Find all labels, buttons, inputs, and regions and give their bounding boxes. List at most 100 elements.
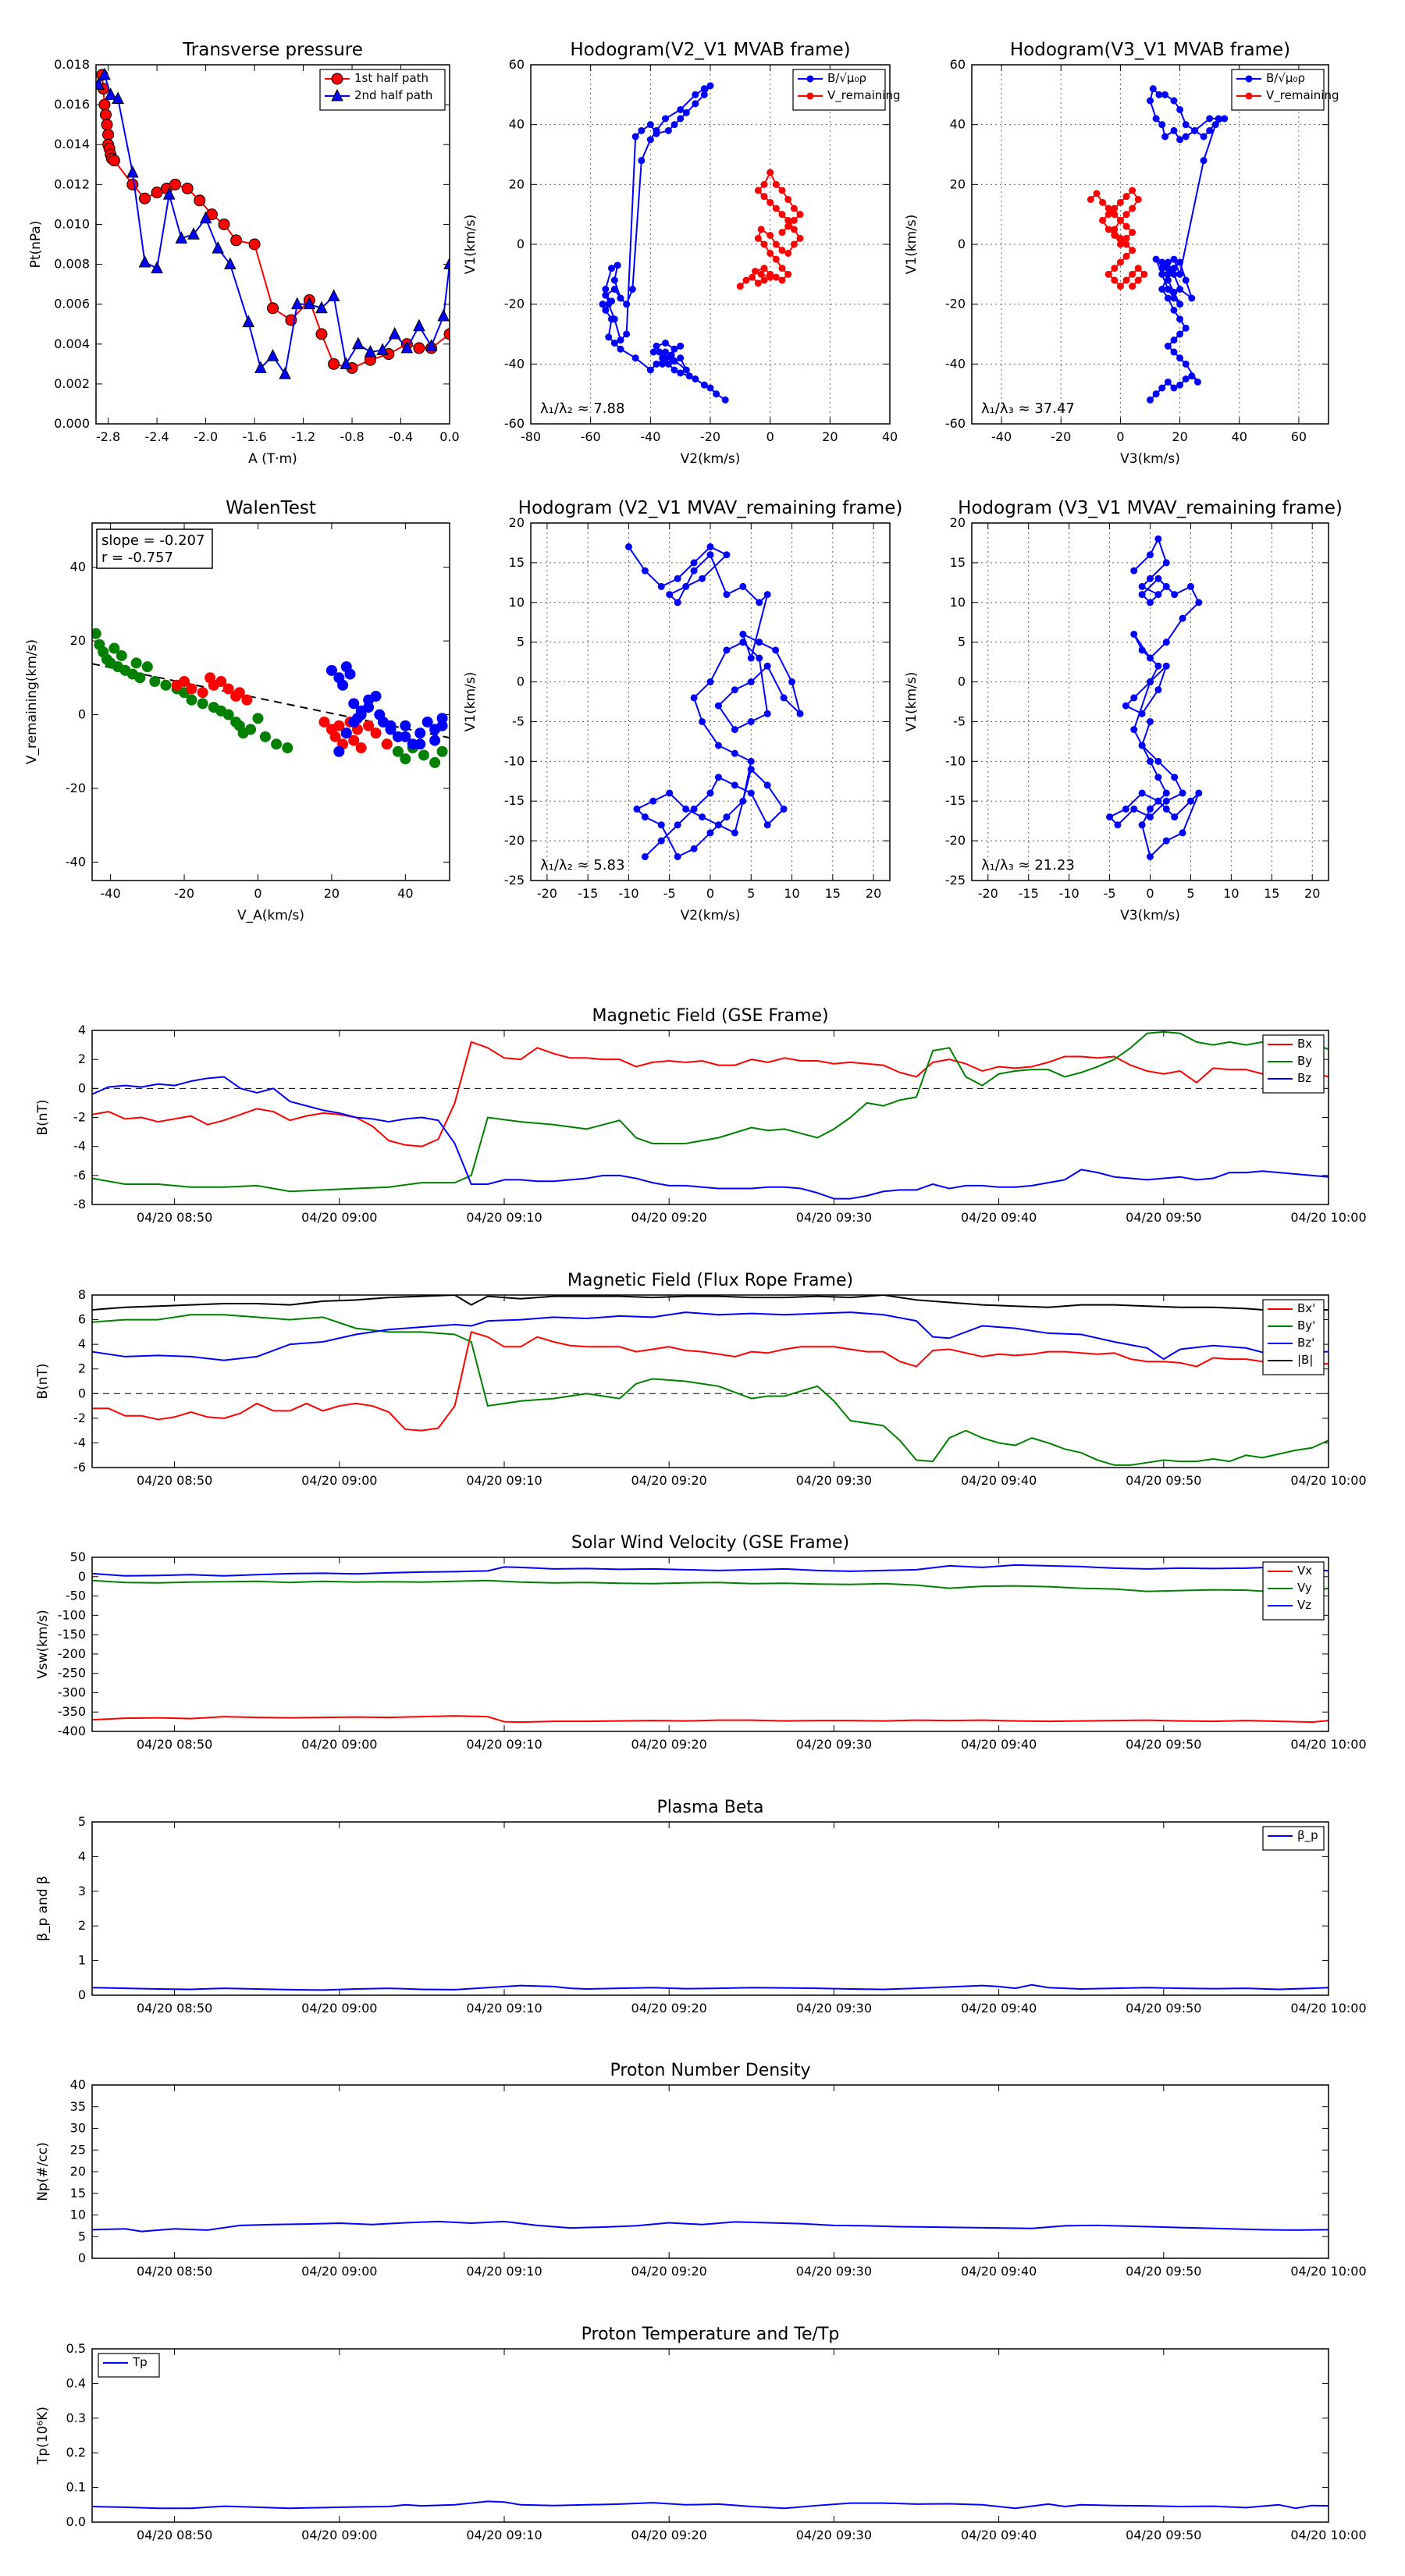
data-point	[767, 270, 774, 278]
data-point	[772, 205, 780, 212]
x-axis-label: V_A(km/s)	[237, 908, 304, 923]
data-point	[348, 716, 360, 728]
data-point	[215, 676, 227, 688]
data-point	[333, 720, 345, 731]
x-tick-label: 15	[825, 886, 841, 901]
data-point	[731, 726, 738, 734]
data-point	[169, 178, 182, 190]
x-tick-label: 04/20 09:00	[301, 2528, 377, 2542]
data-point	[706, 551, 714, 559]
data-point	[713, 390, 720, 398]
data-point	[721, 396, 729, 404]
x-tick-label: -10	[618, 886, 638, 901]
x-tick-label: 04/20 09:00	[301, 2001, 377, 2016]
data-point	[98, 67, 111, 80]
data-point	[1164, 342, 1172, 350]
data-point	[160, 679, 172, 691]
data-point	[780, 805, 788, 813]
data-point	[649, 348, 657, 356]
data-point	[763, 821, 771, 829]
data-point	[739, 582, 747, 590]
y-tick-label: 5	[958, 635, 966, 649]
x-tick-label: 0.0	[439, 429, 459, 444]
data-point	[1170, 348, 1178, 356]
chart-title: Solar Wind Velocity (GSE Frame)	[571, 1533, 849, 1553]
y-axis-label: V1(km/s)	[463, 215, 478, 275]
x-tick-label: 40	[397, 886, 413, 901]
y-tick-label: -6	[73, 1168, 86, 1183]
data-point	[700, 85, 708, 93]
y-tick-label: 20	[70, 633, 86, 648]
data-point	[1114, 821, 1122, 829]
data-point	[443, 328, 450, 340]
data-point	[667, 354, 675, 362]
y-axis-label: Vsw(km/s)	[35, 1610, 51, 1679]
data-point	[670, 121, 678, 129]
data-point	[736, 283, 744, 290]
data-point	[1154, 591, 1162, 599]
data-point	[149, 676, 161, 688]
data-point	[355, 705, 367, 717]
legend-label: Bx'	[1297, 1301, 1315, 1315]
y-tick-label: 35	[70, 2099, 86, 2114]
x-tick-label: 04/20 09:50	[1126, 2528, 1201, 2542]
data-point	[1104, 226, 1112, 233]
y-tick-label: 0.010	[54, 216, 90, 231]
data-point	[1152, 115, 1160, 123]
data-point	[692, 100, 699, 108]
legend-label: 1st half path	[354, 71, 429, 85]
data-point	[723, 551, 731, 559]
y-tick-label: 0.016	[54, 97, 90, 112]
y-tick-label: 0.4	[66, 2375, 86, 2390]
y-tick-label: 0.006	[54, 297, 90, 311]
legend-label: Bz	[1297, 1071, 1311, 1085]
data-point	[266, 348, 279, 361]
series-line	[92, 1041, 1329, 1147]
y-tick-label: -2	[73, 1411, 86, 1425]
data-point	[259, 731, 271, 742]
data-point	[1221, 115, 1229, 123]
data-point	[1171, 774, 1179, 781]
data-point	[370, 728, 382, 739]
data-point	[1164, 258, 1172, 266]
data-point	[429, 724, 441, 735]
y-tick-label: 0	[78, 1987, 86, 2002]
data-point	[605, 301, 613, 308]
data-point	[674, 852, 681, 860]
data-point	[659, 360, 667, 368]
chart-h2: -40 -20 0 20 40 60 -60 -40 -20 0 20 40 60 Hodogram(V3…	[904, 40, 1339, 467]
data-point	[1147, 551, 1154, 559]
y-tick-label: 25	[70, 2142, 86, 2157]
series-Tp	[92, 2500, 1329, 2510]
x-axis-label: V3(km/s)	[1120, 908, 1180, 923]
chart-h1: -80 -60 -40 -20 0 20 40-60-40-200204060Hodogra…	[463, 40, 901, 467]
x-tick-label: 04/20 08:50	[137, 1737, 212, 1752]
data-point	[254, 361, 267, 373]
data-point	[1158, 121, 1166, 129]
series-0	[624, 543, 804, 860]
y-tick-label: 15	[950, 555, 966, 570]
x-tick-label: 0	[706, 886, 714, 901]
y-tick-label: -40	[66, 854, 86, 869]
x-tick-label: 04/20 09:40	[961, 2528, 1037, 2542]
data-point	[747, 654, 755, 662]
x-tick-label: -15	[578, 886, 598, 901]
data-point	[682, 109, 690, 116]
stats-box	[96, 528, 213, 569]
data-point	[653, 342, 660, 350]
data-point	[376, 343, 389, 355]
data-point	[1162, 662, 1170, 670]
series-Bx'	[92, 1331, 1329, 1432]
data-point	[780, 694, 788, 702]
y-tick-label: 4	[78, 1023, 86, 1037]
data-point	[194, 194, 206, 207]
y-axis-label: Np(#/cc)	[35, 2142, 51, 2201]
x-tick-label: 04/20 09:40	[961, 1210, 1037, 1225]
data-point	[602, 291, 610, 299]
data-point	[138, 254, 151, 268]
x-tick-label: 04/20 09:10	[466, 1210, 542, 1225]
legend-label: By'	[1297, 1318, 1315, 1332]
data-point	[772, 240, 780, 248]
y-tick-label: -4	[73, 1435, 86, 1450]
data-point	[657, 582, 665, 590]
